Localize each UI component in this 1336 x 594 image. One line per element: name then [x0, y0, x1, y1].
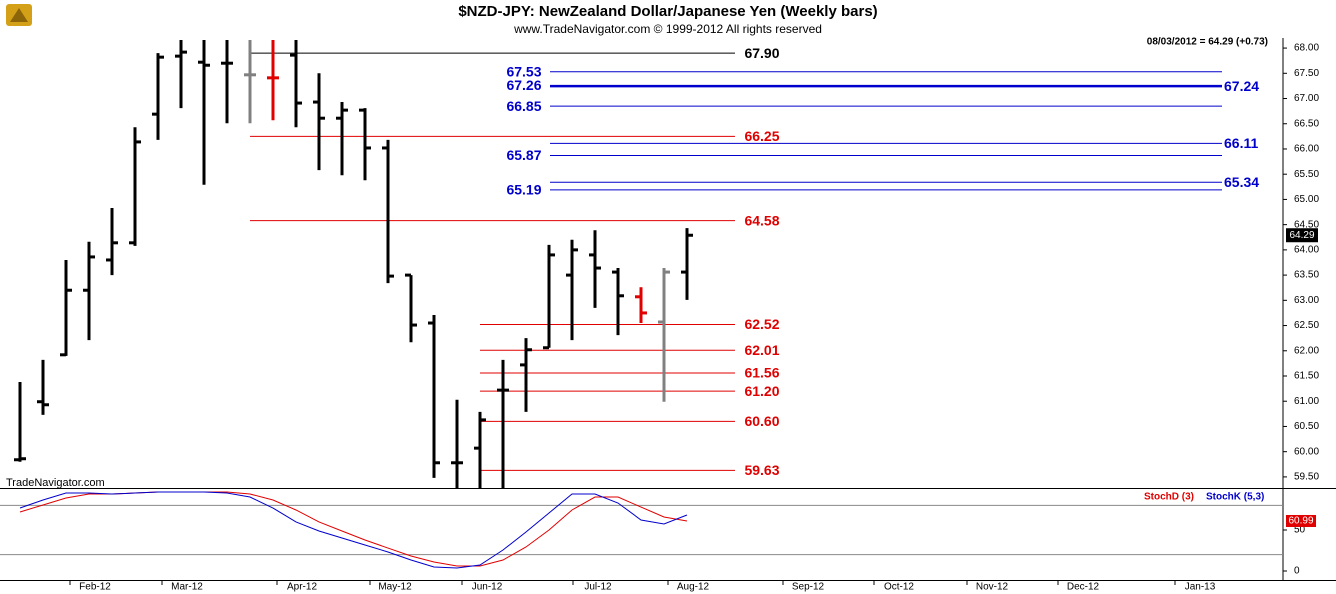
price-bars — [14, 40, 693, 488]
level-label: 64.58 — [744, 212, 779, 228]
level-label: 67.26 — [506, 77, 541, 93]
y-tick-label: 62.00 — [1294, 345, 1319, 356]
y-tick-label: 65.50 — [1294, 169, 1319, 180]
level-label: 60.60 — [744, 413, 779, 429]
y-tick-label: 66.00 — [1294, 144, 1319, 155]
last-info: 08/03/2012 = 64.29 (+0.73) — [1147, 37, 1268, 48]
last-price-box — [1286, 228, 1318, 243]
last-price-label: 64.29 — [1289, 230, 1314, 241]
last-value-box — [1286, 514, 1316, 527]
x-tick-label: Aug-12 — [677, 582, 710, 593]
y-tick-label: 64.50 — [1294, 219, 1319, 230]
stoch-line — [19, 491, 688, 569]
y-tick-label: 59.50 — [1294, 472, 1319, 483]
y-tick-label: 63.50 — [1294, 270, 1319, 281]
level-label: 65.87 — [506, 147, 541, 163]
level-label: 66.85 — [506, 98, 541, 114]
y-tick-label: 60.50 — [1294, 421, 1319, 432]
x-tick-label: Nov-12 — [976, 582, 1009, 593]
x-tick-label: Jun-12 — [472, 582, 503, 593]
y-tick-label: 62.50 — [1294, 320, 1319, 331]
watermark: TradeNavigator.com — [6, 477, 105, 489]
level-label: 66.11 — [1224, 135, 1258, 151]
chart-subtitle: www.TradeNavigator.com © 1999-2012 All r… — [513, 22, 822, 36]
chart-title: $NZD-JPY: NewZealand Dollar/Japanese Yen… — [458, 3, 877, 20]
level-label: 59.63 — [744, 462, 779, 478]
level-label: 61.20 — [744, 383, 779, 399]
y-tick-label: 61.00 — [1294, 396, 1319, 407]
level-label: 61.56 — [744, 365, 779, 381]
x-tick-label: Feb-12 — [79, 582, 111, 593]
y-tick-label: 61.50 — [1294, 371, 1319, 382]
y-tick-label: 50 — [1294, 525, 1306, 536]
x-tick-label: Mar-12 — [171, 582, 203, 593]
x-tick-label: Dec-12 — [1067, 582, 1100, 593]
logo — [6, 4, 32, 26]
legend-label: StochK (5,3) — [1206, 492, 1264, 503]
y-tick-label: 66.50 — [1294, 118, 1319, 129]
x-tick-label: Oct-12 — [884, 582, 914, 593]
level-label: 65.34 — [1224, 174, 1259, 190]
y-tick-label: 0 — [1294, 566, 1300, 577]
y-tick-label: 67.00 — [1294, 93, 1319, 104]
y-tick-label: 68.00 — [1294, 43, 1319, 54]
y-tick-label: 65.00 — [1294, 194, 1319, 205]
y-tick-label: 67.50 — [1294, 68, 1319, 79]
legend-label: StochD (3) — [1144, 492, 1194, 503]
level-label: 67.90 — [744, 45, 779, 61]
x-tick-label: May-12 — [378, 582, 412, 593]
level-label: 62.52 — [744, 316, 779, 332]
y-tick-label: 64.00 — [1294, 245, 1319, 256]
level-label: 67.24 — [1224, 78, 1259, 94]
x-tick-label: Jul-12 — [584, 582, 612, 593]
x-tick-label: Apr-12 — [287, 582, 317, 593]
last-value-label: 60.99 — [1288, 516, 1313, 527]
y-tick-label: 63.00 — [1294, 295, 1319, 306]
x-tick-label: Sep-12 — [792, 582, 825, 593]
y-tick-label: 60.00 — [1294, 446, 1319, 457]
level-label: 67.53 — [506, 63, 541, 79]
level-label: 62.01 — [744, 342, 779, 358]
level-label: 66.25 — [744, 128, 779, 144]
x-tick-label: Jan-13 — [1185, 582, 1216, 593]
level-label: 65.19 — [506, 182, 541, 198]
